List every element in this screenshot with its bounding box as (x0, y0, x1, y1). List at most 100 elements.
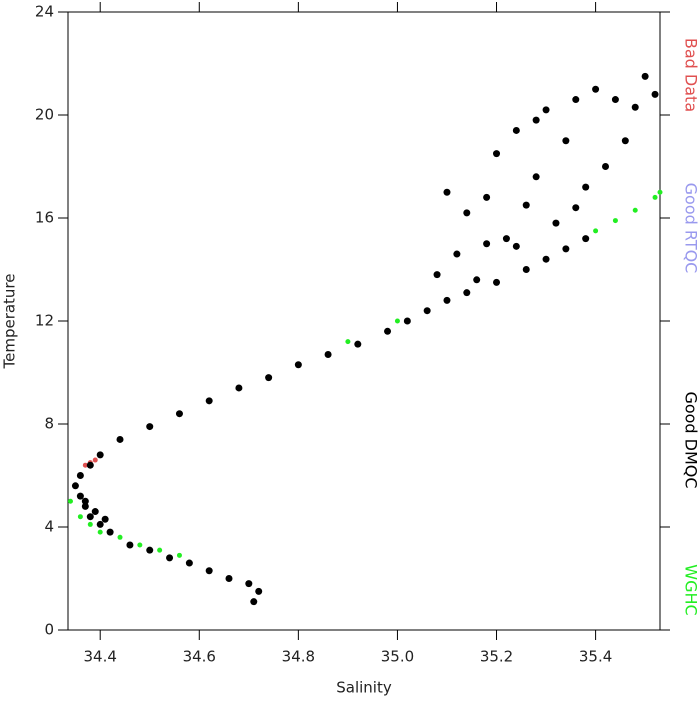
data-point (295, 361, 302, 368)
data-point (107, 529, 114, 536)
data-point (543, 256, 550, 263)
data-point (146, 547, 153, 554)
data-point (88, 522, 93, 527)
data-point (543, 106, 550, 113)
data-point (206, 397, 213, 404)
data-point (354, 341, 361, 348)
data-point (523, 266, 530, 273)
data-point (176, 410, 183, 417)
data-point (443, 189, 450, 196)
data-point (226, 575, 233, 582)
data-point (443, 297, 450, 304)
data-point (118, 535, 123, 540)
data-point (593, 228, 598, 233)
data-point (117, 436, 124, 443)
legend-label: Bad Data (682, 38, 700, 112)
data-point (613, 218, 618, 223)
data-point (97, 521, 104, 528)
data-point (87, 462, 94, 469)
data-point (102, 516, 109, 523)
x-tick-label: 34.4 (83, 648, 116, 666)
data-point (473, 276, 480, 283)
data-point (97, 451, 104, 458)
data-point (633, 208, 638, 213)
data-point (157, 548, 162, 553)
data-point (483, 194, 490, 201)
data-point (265, 374, 272, 381)
data-point (533, 173, 540, 180)
data-point (177, 553, 182, 558)
y-tick-label: 12 (35, 312, 54, 330)
data-point (453, 251, 460, 258)
data-point (658, 190, 663, 195)
legend-label: Good RTQC (682, 183, 700, 274)
data-point (146, 423, 153, 430)
data-point (513, 127, 520, 134)
data-point (325, 351, 332, 358)
data-point (384, 328, 391, 335)
data-point (513, 243, 520, 250)
data-point (582, 184, 589, 191)
legend-label: Good DMQC (682, 391, 700, 488)
data-point (68, 499, 73, 504)
legend-label: WGHC (682, 564, 700, 615)
data-point (87, 513, 94, 520)
data-point (255, 588, 262, 595)
data-point (622, 137, 629, 144)
x-tick-label: 35.4 (579, 648, 612, 666)
data-point (572, 204, 579, 211)
data-point (98, 530, 103, 535)
data-point (345, 339, 350, 344)
data-point (652, 91, 659, 98)
data-point (562, 245, 569, 252)
y-tick-label: 20 (35, 106, 54, 124)
data-point (92, 508, 99, 515)
data-point (126, 542, 133, 549)
data-point (235, 384, 242, 391)
data-point (533, 117, 540, 124)
data-point (582, 235, 589, 242)
data-point (483, 240, 490, 247)
x-tick-label: 35.0 (381, 648, 414, 666)
data-point (503, 235, 510, 242)
data-point (77, 472, 84, 479)
data-point (434, 271, 441, 278)
plot-frame (68, 12, 660, 630)
y-tick-label: 0 (44, 621, 54, 639)
data-point (463, 289, 470, 296)
data-point (642, 73, 649, 80)
data-point (632, 104, 639, 111)
data-point (245, 580, 252, 587)
data-point (404, 318, 411, 325)
data-point (77, 493, 84, 500)
y-tick-label: 16 (35, 209, 54, 227)
data-point (166, 554, 173, 561)
data-point (82, 498, 89, 505)
data-point (186, 560, 193, 567)
y-tick-label: 24 (35, 3, 54, 21)
x-tick-label: 34.8 (282, 648, 315, 666)
data-point (493, 150, 500, 157)
x-tick-label: 35.2 (480, 648, 513, 666)
x-tick-label: 34.6 (183, 648, 216, 666)
data-point (424, 307, 431, 314)
data-point (93, 458, 98, 463)
y-tick-label: 8 (44, 415, 54, 433)
x-axis-label: Salinity (336, 679, 392, 697)
data-point (463, 209, 470, 216)
data-point (602, 163, 609, 170)
data-point (612, 96, 619, 103)
y-tick-label: 4 (44, 518, 54, 536)
data-point (250, 598, 257, 605)
data-point (523, 202, 530, 209)
data-point (552, 220, 559, 227)
data-point (572, 96, 579, 103)
data-point (78, 514, 83, 519)
data-point (493, 279, 500, 286)
data-point (653, 195, 658, 200)
data-point (206, 567, 213, 574)
data-point (562, 137, 569, 144)
y-axis-label: Temperature (1, 273, 19, 369)
data-point (137, 543, 142, 548)
